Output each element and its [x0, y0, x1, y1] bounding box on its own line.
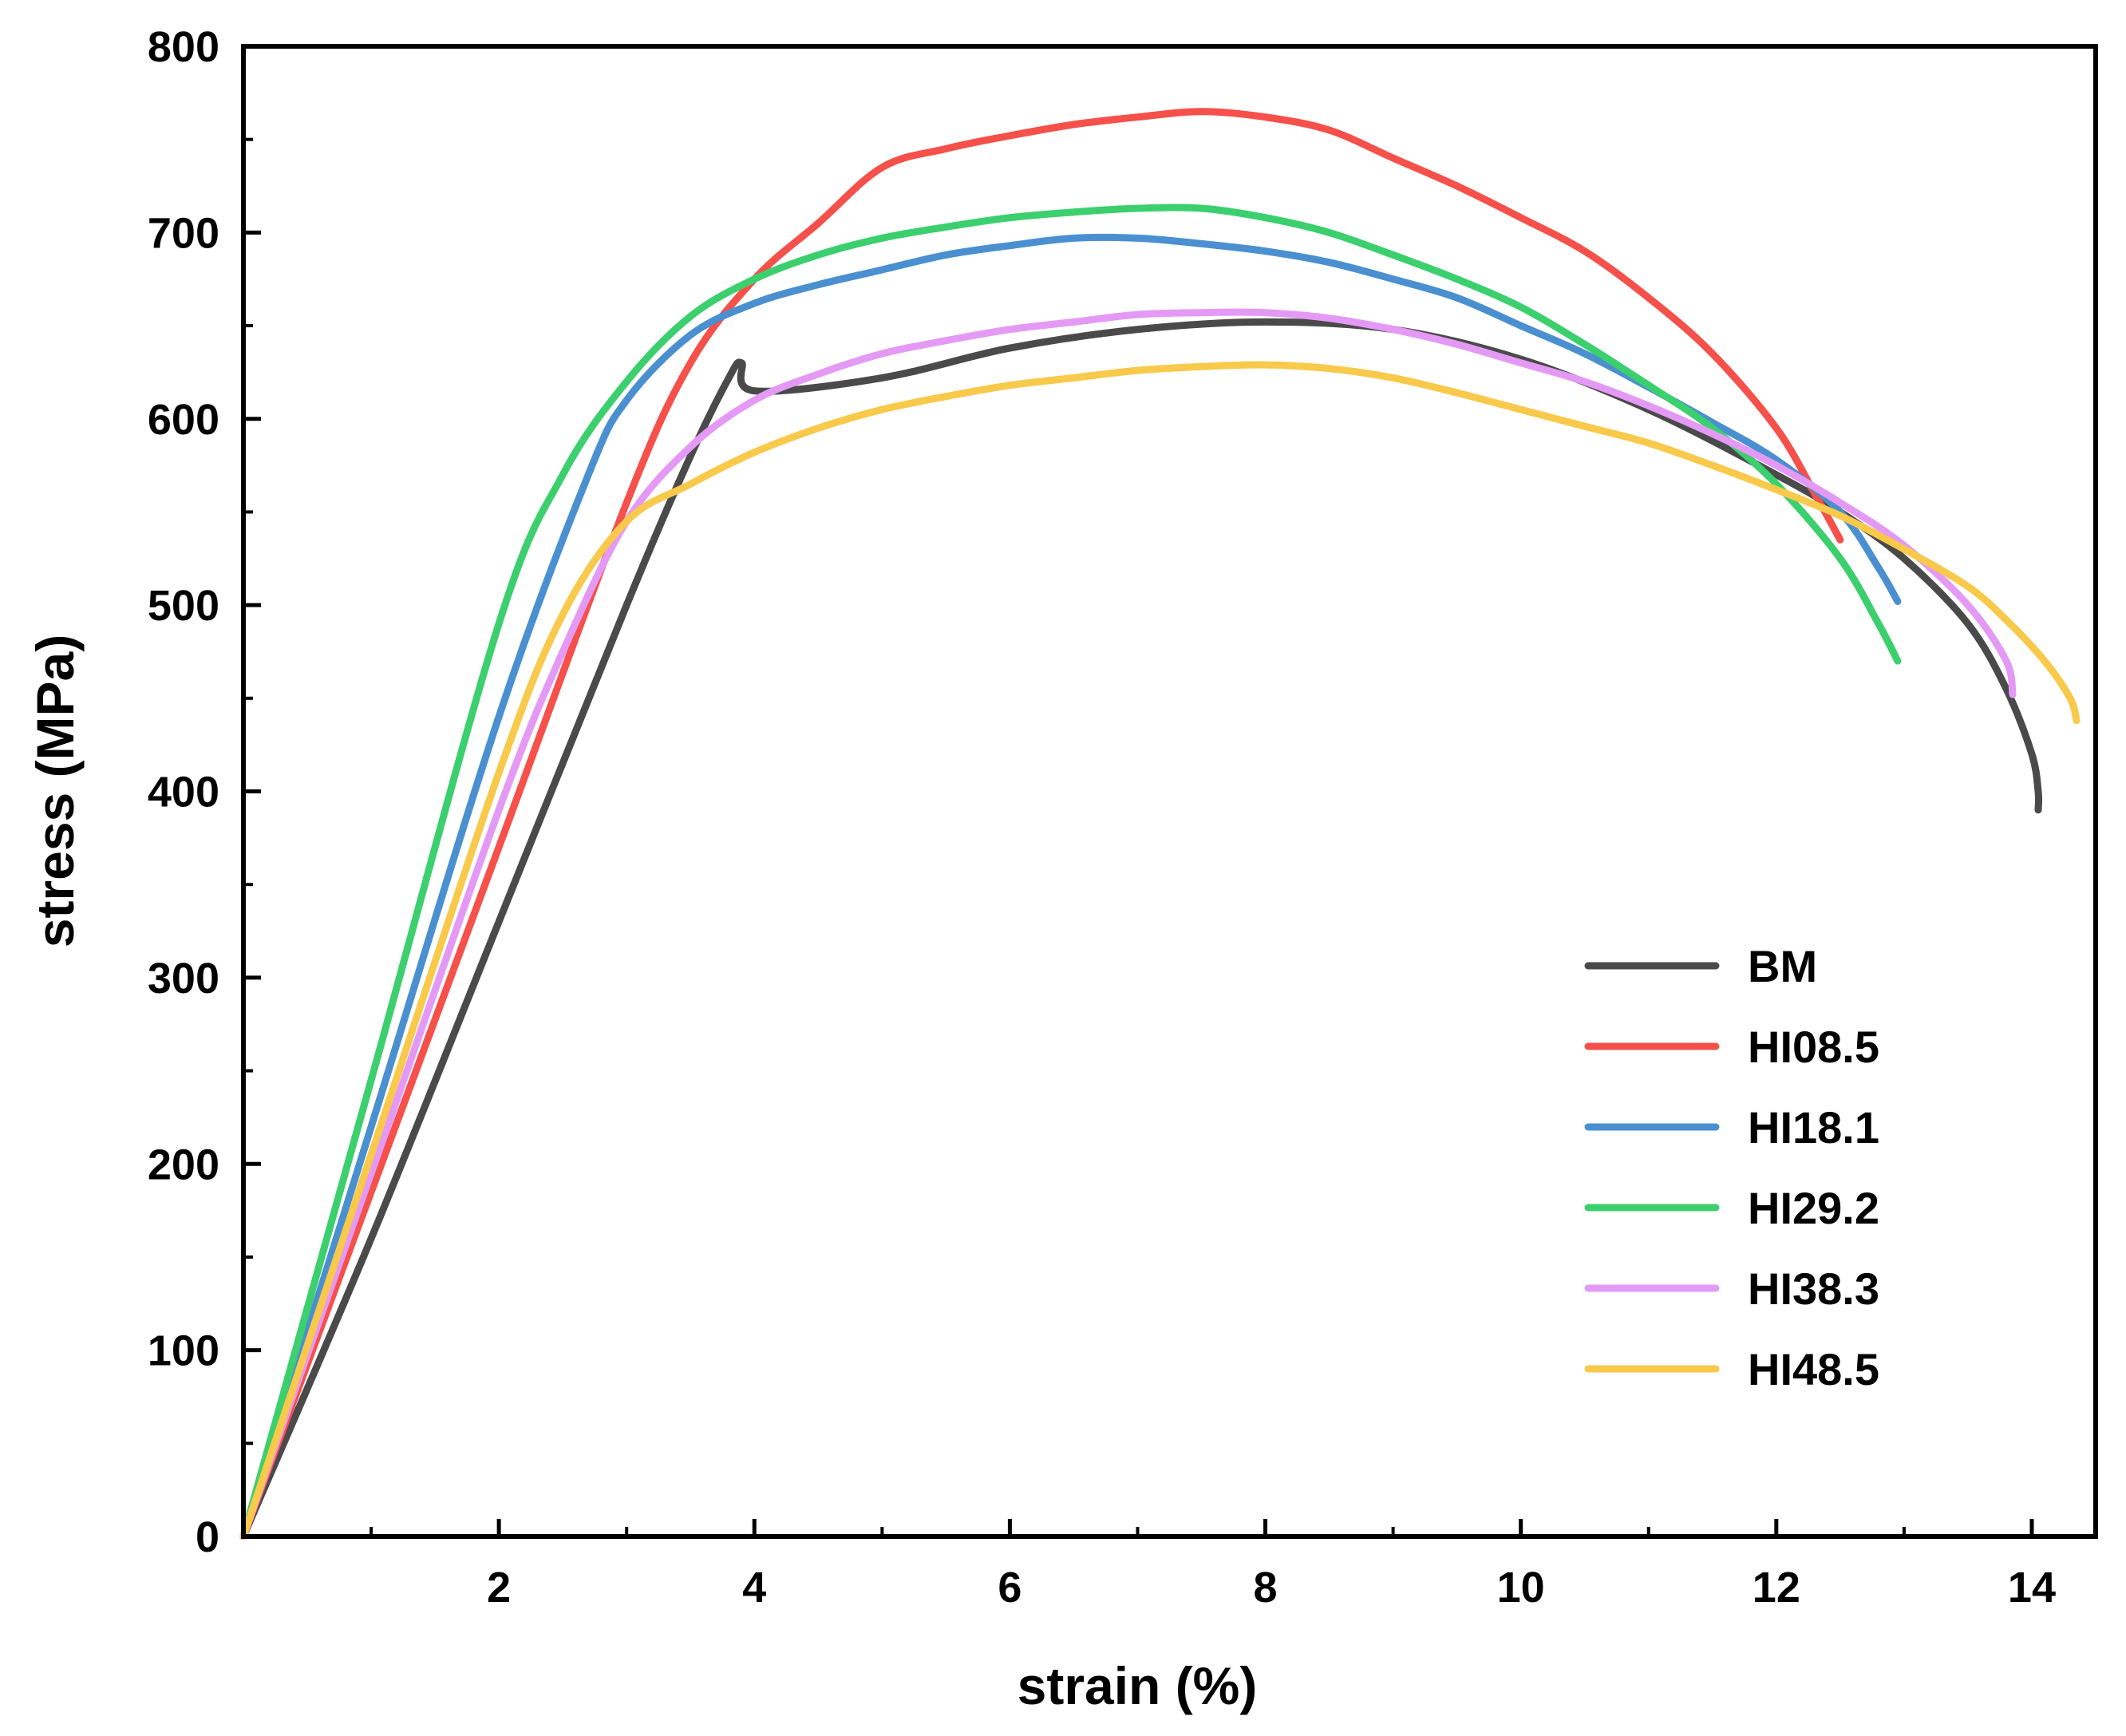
y-tick-label: 300 [148, 955, 219, 1002]
y-tick-label: 0 [196, 1513, 219, 1561]
y-tick-label: 600 [148, 396, 219, 444]
legend-label-hi38-3: HI38.3 [1748, 1263, 1879, 1314]
x-axis-ticks: 2 4 6 8 10 12 14 [369, 1519, 2056, 1611]
y-tick-label: 500 [148, 582, 219, 630]
x-tick-label: 10 [1497, 1564, 1545, 1611]
y-axis-title: stress (MPa) [26, 635, 85, 948]
x-tick-label: 8 [1254, 1564, 1278, 1611]
legend-label-hi18-1: HI18.1 [1748, 1102, 1879, 1153]
series-line-bm [239, 318, 2043, 1540]
x-tick-label: 6 [998, 1564, 1022, 1611]
x-axis-title: strain (%) [1018, 1656, 1258, 1715]
y-tick-label: 400 [148, 769, 219, 817]
y-axis-ticks: 0 100 200 300 400 500 600 700 800 [148, 23, 261, 1561]
y-tick-label: 100 [148, 1327, 219, 1375]
legend-label-hi48-5: HI48.5 [1748, 1344, 1879, 1394]
y-tick-label: 200 [148, 1141, 219, 1188]
y-tick-label: 800 [148, 23, 219, 71]
series-line-hi48-5 [239, 361, 2081, 1540]
series-layer [239, 108, 2081, 1540]
series-line-hi08-5 [239, 108, 1844, 1540]
legend-label-hi08-5: HI08.5 [1748, 1022, 1879, 1072]
x-tick-label: 14 [2008, 1564, 2056, 1611]
x-tick-label: 4 [742, 1564, 766, 1611]
legend-label-hi29-2: HI29.2 [1748, 1183, 1879, 1233]
series-line-hi38-3 [239, 308, 2017, 1540]
y-tick-label: 700 [148, 209, 219, 257]
x-tick-label: 2 [487, 1564, 511, 1611]
series-line-hi29-2 [239, 204, 1902, 1540]
x-tick-label: 12 [1753, 1564, 1800, 1611]
legend-label-bm: BM [1748, 941, 1817, 991]
legend: BM HI08.5 HI18.1 HI29.2 HI38.3 HI48.5 [1584, 941, 1879, 1394]
